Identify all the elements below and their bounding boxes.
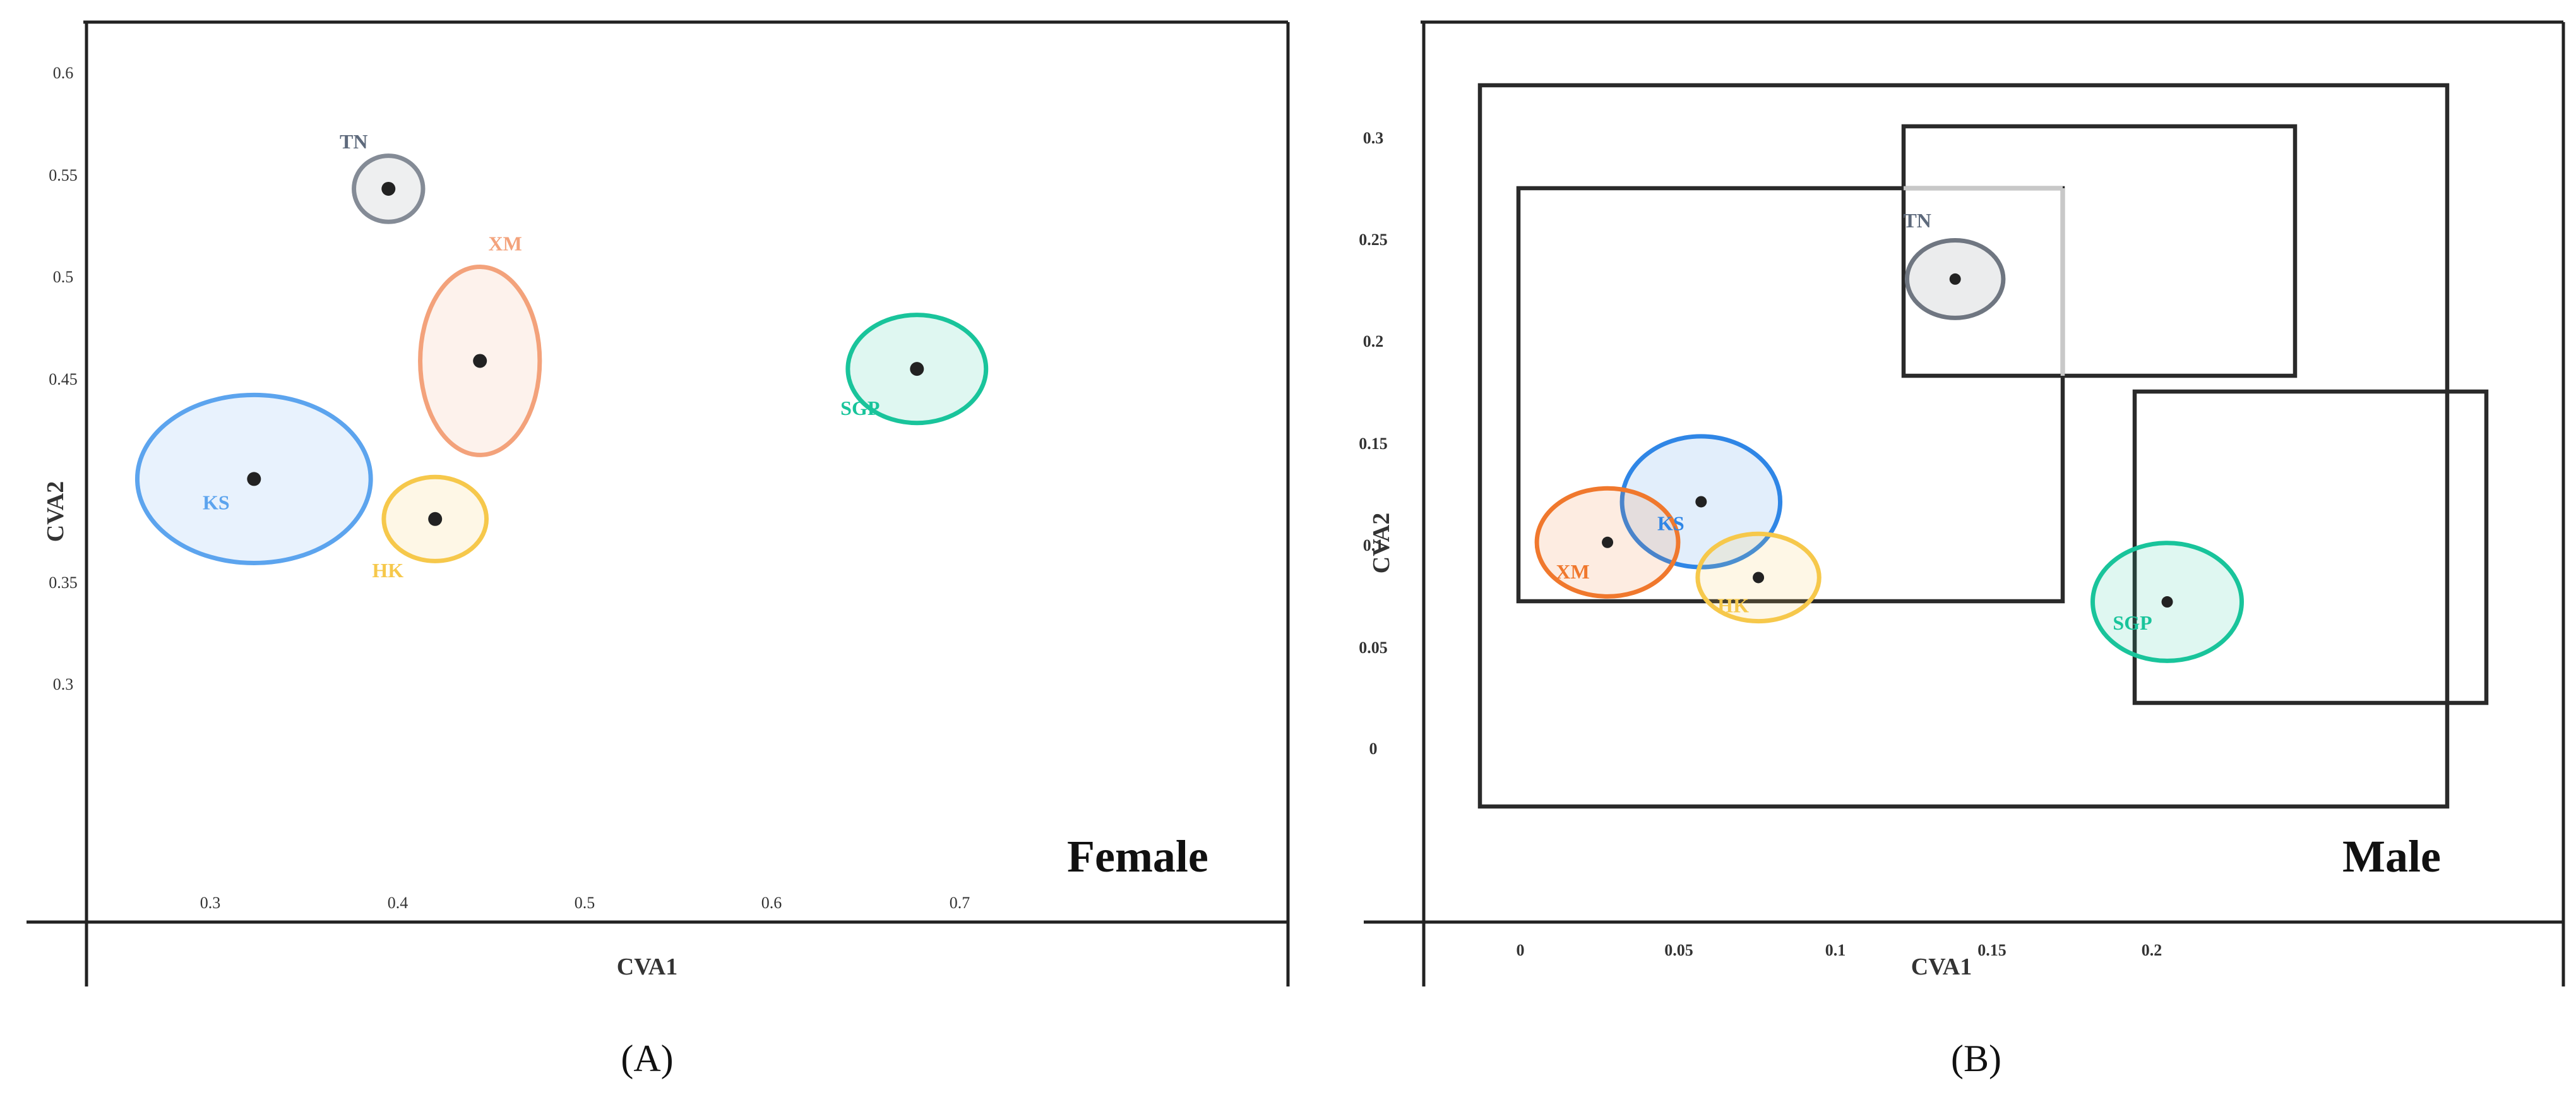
y-tick-label: 0.55 <box>49 166 78 184</box>
centroid-point-xm <box>473 354 487 368</box>
centroid-point-hk <box>428 512 443 526</box>
x-tick-label: 0.05 <box>1664 941 1693 959</box>
centroid-point-sgp <box>910 362 924 376</box>
panel-label: (A) <box>621 1038 673 1079</box>
x-tick-label: 0.15 <box>1977 941 2007 959</box>
centroid-point-ks <box>1695 496 1707 508</box>
centroid-point-ks <box>247 472 261 486</box>
y-tick-label: 0.2 <box>1363 332 1384 351</box>
x-tick-label: 0.1 <box>1825 941 1846 959</box>
group-label-tn: TN <box>1903 209 1931 232</box>
group-label-xm: XM <box>489 232 522 255</box>
group-label-xm: XM <box>1556 560 1589 583</box>
centroid-point-hk <box>1753 572 1765 584</box>
group-label-ks: KS <box>203 491 230 513</box>
x-tick-label: 0.5 <box>575 894 595 912</box>
y-tick-label: 0.05 <box>1359 638 1388 657</box>
centroid-point-tn <box>1949 273 1961 285</box>
y-tick-label: 0.45 <box>49 370 78 388</box>
x-tick-label: 0.2 <box>2142 941 2162 959</box>
x-tick-label: 0.6 <box>761 894 782 912</box>
y-tick-label: 0.6 <box>53 64 74 82</box>
group-label-sgp: SGP <box>840 397 880 419</box>
x-axis-label: CVA1 <box>617 954 677 980</box>
x-tick-label: 0.3 <box>200 894 221 912</box>
x-axis-label: CVA1 <box>1911 954 1972 980</box>
sex-label: Female <box>1067 831 1208 882</box>
y-tick-label: 0.5 <box>53 268 74 286</box>
centroid-point-tn <box>381 181 396 196</box>
y-axis-label: CVA2 <box>42 481 69 542</box>
y-axis-label: CVA2 <box>1368 513 1395 573</box>
group-box-2 <box>1901 124 2298 378</box>
panel-label: (B) <box>1951 1038 2001 1079</box>
y-tick-label: 0.3 <box>1363 129 1384 147</box>
centroid-point-xm <box>1602 536 1614 548</box>
group-label-sgp: SGP <box>2113 611 2152 634</box>
sex-label: Male <box>2342 831 2441 882</box>
centroid-point-sgp <box>2161 596 2173 608</box>
panel-b: 0 0.05 0.1 0.15 0.2 0.3 0.25 0.2 0.15 0.1 0.05 0 CVA… <box>1359 20 2565 1079</box>
y-tick-label: 0.3 <box>53 675 74 693</box>
y-tick-label: 0.25 <box>1359 231 1388 249</box>
x-tick-label: 0 <box>1517 941 1525 959</box>
y-tick-label: 0.15 <box>1359 435 1388 453</box>
group-label-tn: TN <box>340 130 367 153</box>
group-box-1 <box>1477 83 2450 809</box>
group-box-3 <box>1516 186 2065 604</box>
panel-a: 0.3 0.4 0.5 0.6 0.7 0.6 0.55 0.5 0.45 0.35 0.3 CVA1… <box>27 20 1290 1079</box>
group-label-hk: HK <box>1717 594 1749 616</box>
group-label-hk: HK <box>372 559 403 582</box>
x-tick-label: 0.7 <box>950 894 970 912</box>
x-tick-label: 0.4 <box>388 894 408 912</box>
y-tick-label: 0 <box>1369 740 1378 758</box>
group-label-ks: KS <box>1657 512 1685 534</box>
y-tick-label: 0.1 <box>1363 536 1384 554</box>
y-tick-label: 0.35 <box>49 573 78 592</box>
